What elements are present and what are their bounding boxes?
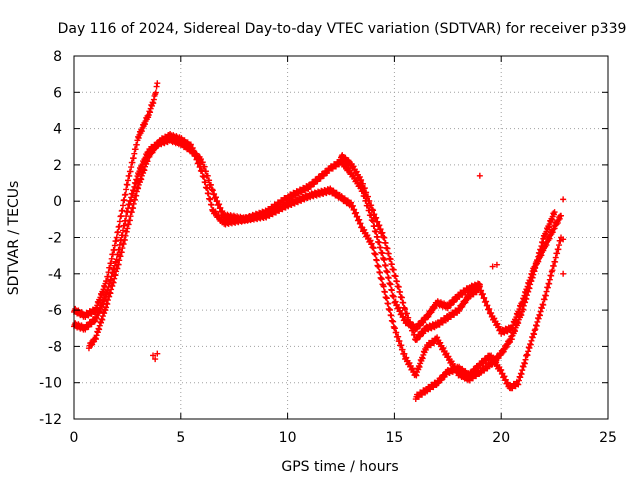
data-point-track-3 — [388, 312, 395, 319]
data-point-track-3 — [372, 251, 379, 258]
data-point-track-5 — [540, 301, 547, 308]
data-point-track-3 — [380, 283, 387, 290]
data-point-isolated — [154, 350, 161, 357]
data-point-isolated — [476, 172, 483, 179]
data-point-track-3 — [401, 350, 408, 357]
x-tick-label: 0 — [70, 430, 79, 446]
y-tick-label: -6 — [48, 303, 62, 319]
data-point-track-3 — [375, 263, 382, 270]
data-point-track-4 — [558, 212, 565, 219]
data-point-track-1 — [114, 229, 121, 236]
data-point-track-2 — [384, 269, 391, 276]
data-point-track-1 — [121, 196, 128, 203]
data-point-track-2 — [382, 262, 389, 269]
data-point-track-1 — [120, 202, 127, 209]
grid-lines — [74, 56, 608, 419]
x-tick-label: 10 — [279, 430, 297, 446]
data-point-track-1 — [119, 207, 126, 214]
data-point-track-3 — [383, 295, 390, 302]
y-tick-label: 8 — [53, 49, 62, 65]
data-point-track-1 — [122, 191, 129, 198]
data-point-track-3 — [551, 209, 558, 216]
y-tick-label: 4 — [53, 122, 62, 138]
data-point-track-1 — [154, 80, 161, 87]
data-point-isolated — [152, 356, 159, 363]
data-point-track-1 — [118, 212, 125, 219]
data-point-track-2 — [388, 287, 395, 294]
data-point-isolated — [560, 236, 567, 243]
data-point-track-3 — [370, 245, 377, 252]
data-point-isolated — [560, 270, 567, 277]
data-point-track-3 — [378, 276, 385, 283]
y-tick-label: -10 — [39, 376, 62, 392]
x-tick-label: 5 — [176, 430, 185, 446]
data-point-isolated — [150, 352, 157, 359]
data-point-track-3 — [376, 269, 383, 276]
axis-ticks: 0 5 10 15 20 25 -12 -10 -8 -6 -4 -2 0 2 4 6 8 — [39, 49, 617, 446]
data-point-isolated — [560, 196, 567, 203]
data-point-track-4 — [390, 266, 397, 273]
y-axis-label: SDTVAR / TECUs — [6, 181, 22, 296]
data-point-track-2 — [387, 281, 394, 288]
data-point-track-1 — [113, 234, 120, 241]
data-point-track-3 — [387, 306, 394, 313]
x-axis-label: GPS time / hours — [281, 459, 398, 475]
y-tick-label: 0 — [53, 194, 62, 210]
data-point-track-3 — [390, 318, 397, 325]
data-point-track-1 — [152, 89, 159, 96]
x-tick-label: 25 — [599, 430, 617, 446]
chart-title: Day 116 of 2024, Sidereal Day-to-day VTE… — [58, 21, 627, 37]
data-point-track-3 — [381, 289, 388, 296]
data-point-track-2 — [390, 293, 397, 300]
y-tick-label: -12 — [39, 412, 62, 428]
data-marks — [71, 80, 567, 403]
data-point-track-2 — [385, 275, 392, 282]
data-point-track-1 — [153, 83, 160, 90]
y-tick-label: 2 — [53, 158, 62, 174]
data-point-isolated — [489, 263, 496, 270]
x-tick-label: 20 — [492, 430, 510, 446]
data-point-track-1 — [116, 218, 123, 225]
y-tick-label: -2 — [48, 231, 62, 247]
y-tick-label: -4 — [48, 267, 62, 283]
data-point-track-3 — [373, 257, 380, 264]
x-tick-label: 15 — [385, 430, 403, 446]
data-point-track-1 — [123, 186, 130, 193]
data-point-isolated — [493, 261, 500, 268]
data-point-track-2 — [381, 256, 388, 263]
y-tick-label: -8 — [48, 339, 62, 355]
data-point-track-3 — [385, 300, 392, 307]
data-point-track-1 — [116, 223, 123, 230]
y-tick-label: 6 — [53, 85, 62, 101]
